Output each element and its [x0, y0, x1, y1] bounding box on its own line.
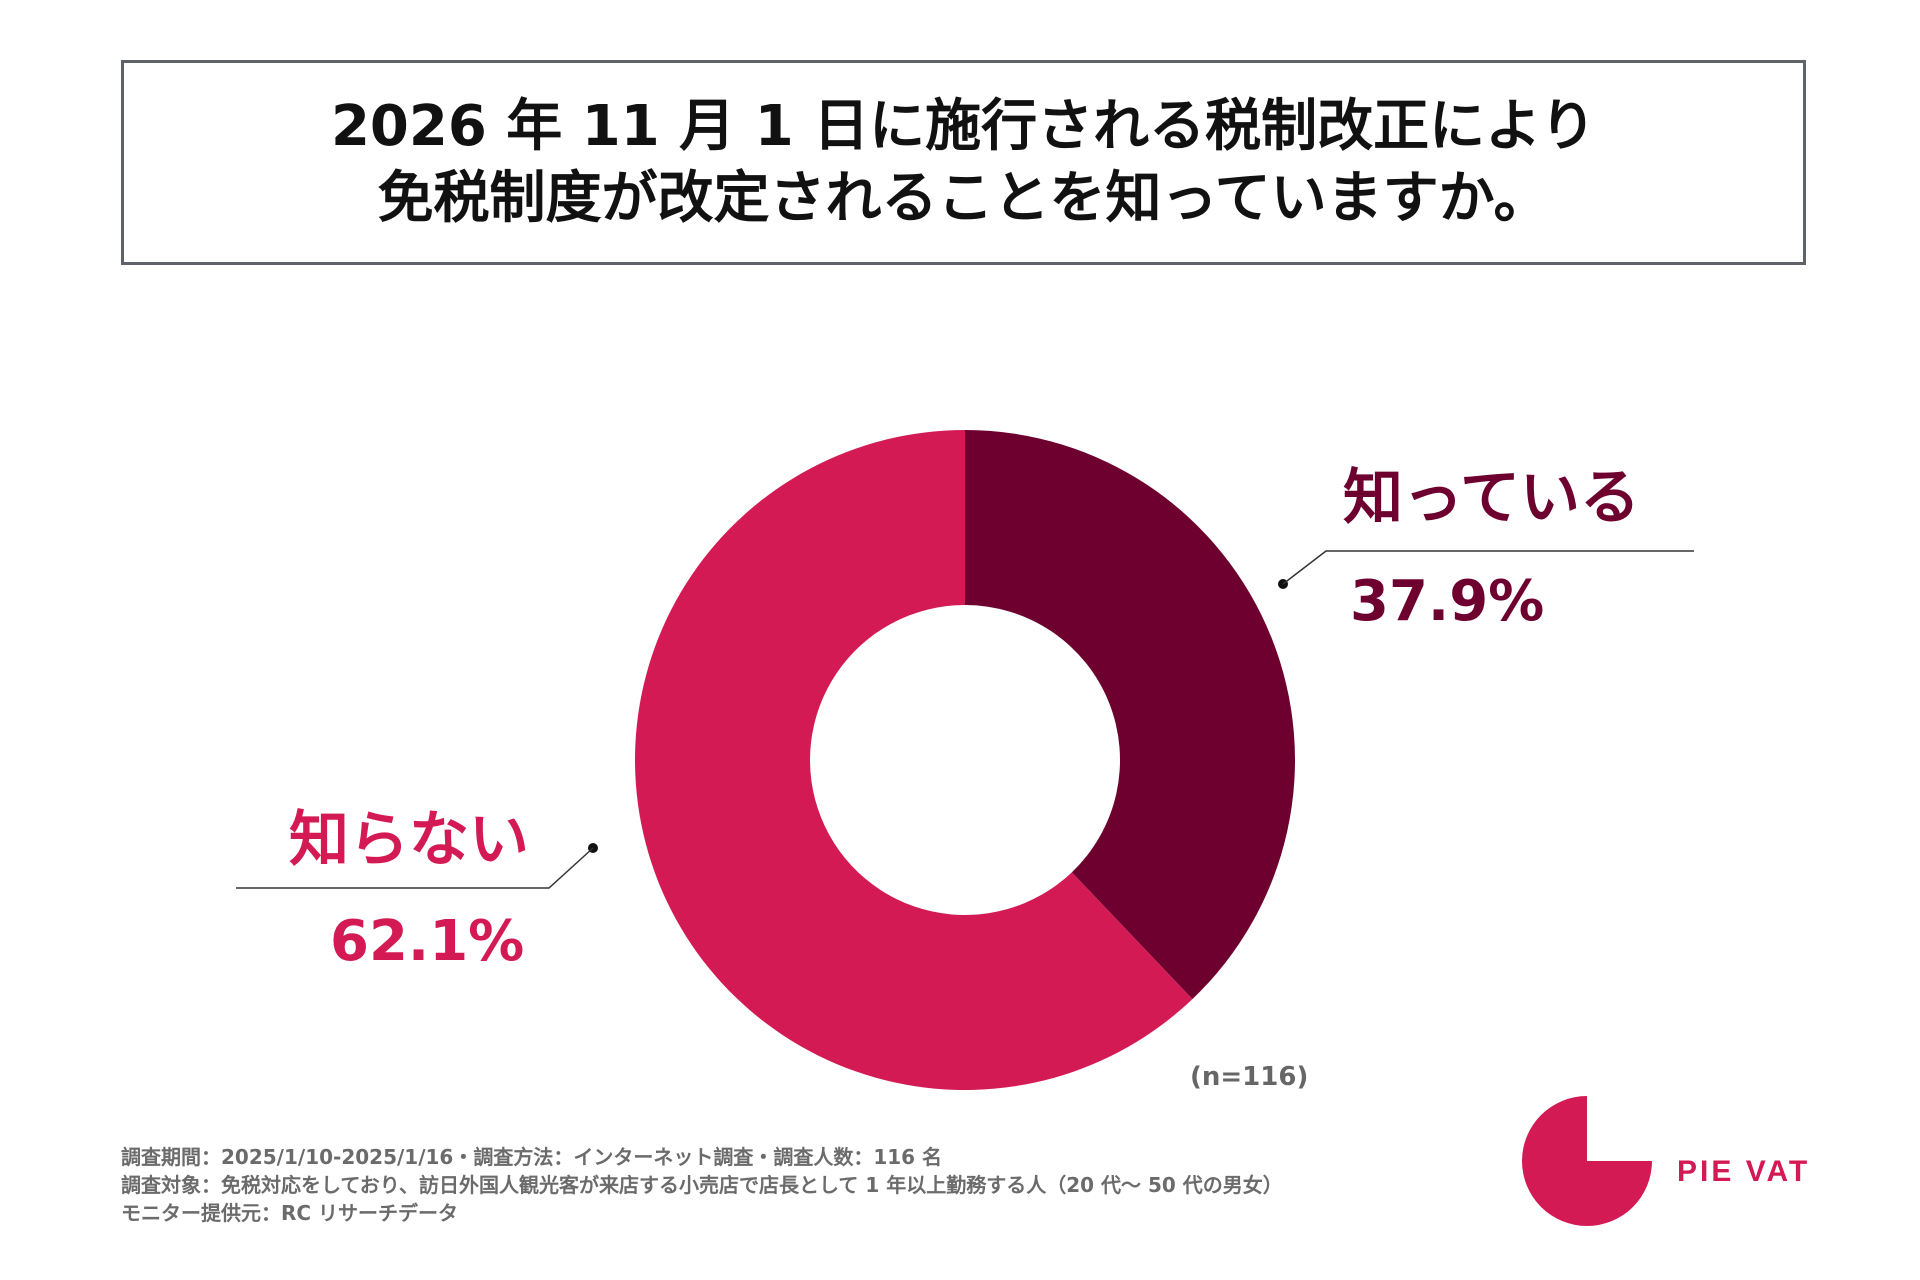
- slice-known: [965, 430, 1295, 1000]
- slice-unknown: [635, 429, 1193, 1090]
- title-box: 2026 年 11 月 1 日に施行される税制改正により 免税制度が改定されるこ…: [121, 60, 1806, 265]
- brand-logo: PIE VAT: [1510, 1092, 1810, 1232]
- chart-title-line-1: 2026 年 11 月 1 日に施行される税制改正により: [330, 93, 1597, 159]
- footnote-line-target: 調査対象：免税対応をしており、訪日外国人観光客が来店する小売店で店長として 1 …: [121, 1173, 1283, 1197]
- callout-line-known: [1282, 550, 1694, 585]
- survey-footnote: 調査期間：2025/1/10-2025/1/16・調査方法：インターネット調査・…: [121, 1143, 1283, 1227]
- sample-size-note: (n=116): [1190, 1062, 1308, 1092]
- chart-title-line-2: 免税制度が改定されることを知っていますか。: [377, 165, 1550, 231]
- callout-line-unknown: [236, 847, 594, 889]
- slice-value-known: 37.9%: [1350, 569, 1544, 634]
- slice-value-unknown: 62.1%: [330, 909, 524, 974]
- slice-label-known: 知っている: [1343, 463, 1640, 533]
- logo-text: PIE VAT: [1677, 1155, 1811, 1188]
- footnote-line-source: モニター提供元：RC リサーチデータ: [121, 1201, 459, 1225]
- slice-label-unknown: 知らない: [289, 805, 529, 875]
- footnote-line-period: 調査期間：2025/1/10-2025/1/16・調査方法：インターネット調査・…: [121, 1145, 943, 1169]
- pie-logo-icon: [1522, 1096, 1652, 1226]
